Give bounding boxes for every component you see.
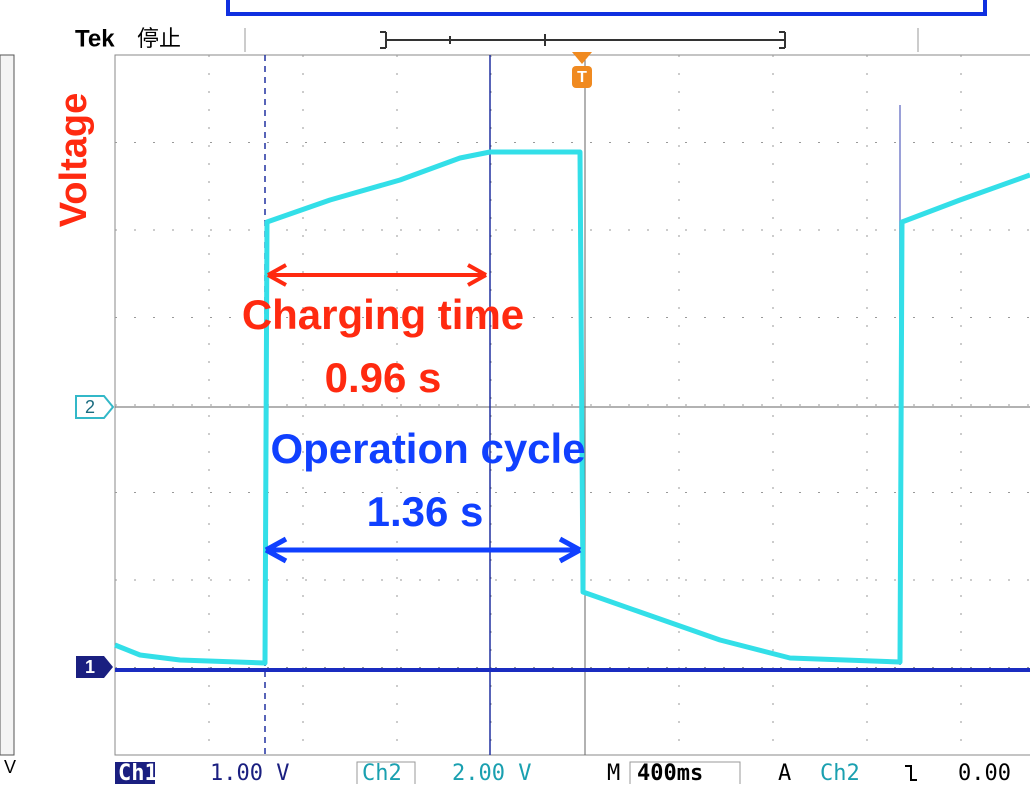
side-panel [0,55,14,755]
run-status: 停止 [137,26,181,51]
ch1-marker-label: 1 [85,657,95,677]
oscilloscope-figure: V Tek 停止 T 2 1 Voltage Charging time 0.9… [0,0,1030,784]
cycle-label: Operation cycle [270,425,585,472]
side-unit: V [4,757,16,777]
trigger-level: 0.00 [958,761,1011,784]
charging-label: Charging time [242,291,524,338]
trigger-mode: A [778,761,791,784]
trigger-label: T [577,69,587,86]
ch2-name: Ch2 [362,761,402,784]
ch1-scale: 1.00 V [210,761,289,784]
brand: Tek [75,25,115,52]
ch1-name: Ch1 [118,761,158,784]
time-mode: M [607,761,620,784]
y-axis-label: Voltage [53,93,95,227]
charging-value: 0.96 s [325,354,442,401]
cycle-value: 1.36 s [367,488,484,535]
ch2-scale: 2.00 V [452,761,531,784]
ch2-marker-label: 2 [85,397,95,417]
time-scale: 400ms [637,761,703,784]
trigger-source: Ch2 [820,761,860,784]
